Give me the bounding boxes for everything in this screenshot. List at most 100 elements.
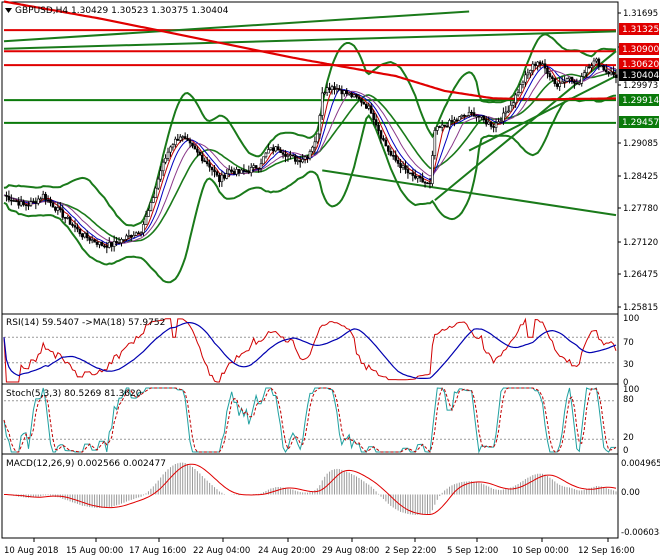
candle-body bbox=[276, 146, 280, 151]
candle-body bbox=[152, 197, 155, 203]
candle-body bbox=[519, 84, 522, 93]
candle-body bbox=[585, 66, 588, 74]
candle-body bbox=[330, 86, 334, 90]
candle-body bbox=[533, 63, 537, 66]
rsi-label: RSI(14) 59.5407 ->MA(18) 57.9752 bbox=[6, 318, 165, 328]
candle-body bbox=[161, 161, 165, 172]
candle-body bbox=[333, 86, 336, 90]
candle-body bbox=[254, 165, 258, 169]
candle-body bbox=[191, 142, 194, 147]
stoch-tick-label: 80 bbox=[623, 395, 634, 405]
candle-body bbox=[311, 146, 314, 152]
candle-body bbox=[347, 92, 351, 95]
candle-body bbox=[391, 154, 395, 157]
candle-body bbox=[205, 161, 209, 165]
candle-body bbox=[247, 170, 251, 173]
candle-body bbox=[489, 121, 493, 127]
candle-body bbox=[298, 160, 302, 163]
candle-body bbox=[193, 145, 197, 150]
candle-body bbox=[115, 241, 118, 243]
candle-body bbox=[188, 140, 192, 144]
candle-body bbox=[112, 241, 116, 247]
candle-body bbox=[12, 200, 16, 202]
candle-body bbox=[76, 226, 79, 230]
candle-body bbox=[387, 145, 390, 152]
candle-body bbox=[36, 198, 40, 204]
price-tag-label: 1.31325 bbox=[622, 25, 659, 35]
candle-body bbox=[394, 155, 397, 161]
candle-body bbox=[149, 202, 153, 211]
candle-body bbox=[548, 73, 552, 78]
candle-body bbox=[66, 217, 69, 219]
candle-body bbox=[203, 160, 207, 163]
price-tick-label: 1.31695 bbox=[623, 9, 658, 19]
candle-body bbox=[200, 154, 204, 162]
candle-body bbox=[110, 242, 114, 247]
price-tag bbox=[619, 94, 659, 106]
candle-body bbox=[573, 80, 576, 84]
candle-body bbox=[78, 228, 82, 235]
candle-body bbox=[480, 115, 483, 118]
candle-body bbox=[54, 206, 57, 211]
candle-body bbox=[357, 96, 361, 100]
lower-band-line bbox=[3, 94, 617, 284]
candle-body bbox=[230, 169, 233, 172]
candle-body bbox=[235, 169, 238, 175]
candle-body bbox=[445, 125, 449, 128]
candle-body bbox=[484, 119, 488, 125]
candle-body bbox=[259, 163, 263, 169]
candle-body bbox=[592, 60, 596, 67]
candle-body bbox=[95, 241, 99, 245]
candle-body bbox=[284, 153, 287, 157]
candle-body bbox=[580, 76, 584, 84]
candle-body bbox=[396, 160, 400, 164]
time-axis-label: 24 Aug 20:00 bbox=[258, 546, 315, 556]
candle-body bbox=[294, 155, 297, 162]
candle-body bbox=[602, 65, 606, 71]
candle-body bbox=[406, 169, 410, 174]
candle-body bbox=[546, 67, 549, 74]
candle-body bbox=[286, 154, 290, 157]
candle-body bbox=[487, 121, 491, 125]
macd-pane[interactable] bbox=[1, 453, 619, 539]
time-axis-label: 17 Aug 16:00 bbox=[129, 546, 186, 556]
time-axis-label: 5 Sep 12:00 bbox=[447, 546, 498, 556]
candle-body bbox=[39, 198, 43, 201]
price-tag-label: 1.30900 bbox=[622, 45, 659, 55]
time-axis-label: 12 Sep 16:00 bbox=[578, 546, 635, 556]
candle-body bbox=[137, 232, 140, 235]
candle-body bbox=[426, 182, 429, 185]
candle-body bbox=[379, 130, 383, 139]
candle-body bbox=[323, 92, 326, 94]
candle-body bbox=[218, 174, 221, 183]
candle-body bbox=[174, 138, 177, 145]
candle-body bbox=[240, 169, 243, 174]
stoch-signal-line bbox=[3, 387, 617, 453]
time-axis-label: 22 Aug 04:00 bbox=[193, 546, 250, 556]
price-tag bbox=[619, 69, 659, 81]
candle-body bbox=[401, 165, 405, 169]
candle-body bbox=[382, 138, 385, 141]
candle-body bbox=[384, 139, 388, 147]
candle-body bbox=[120, 239, 123, 244]
price-tag-label: 1.30620 bbox=[622, 60, 659, 70]
candle-body bbox=[262, 156, 265, 165]
candle-body bbox=[301, 159, 304, 163]
candle-body bbox=[49, 199, 52, 204]
candle-body bbox=[232, 171, 236, 175]
candle-body bbox=[291, 154, 295, 157]
candle-body bbox=[320, 92, 324, 116]
candle-body bbox=[475, 115, 478, 118]
rsi-ma-line bbox=[3, 322, 617, 379]
candle-body bbox=[335, 88, 339, 90]
candle-body bbox=[538, 61, 542, 65]
candle-body bbox=[198, 151, 202, 156]
rsi-tick-label: 30 bbox=[623, 360, 634, 370]
candle-body bbox=[438, 126, 442, 128]
candle-body bbox=[521, 81, 525, 85]
candle-body bbox=[144, 216, 148, 225]
candle-body bbox=[171, 144, 175, 148]
candle-body bbox=[595, 58, 598, 62]
candle-body bbox=[328, 87, 331, 90]
